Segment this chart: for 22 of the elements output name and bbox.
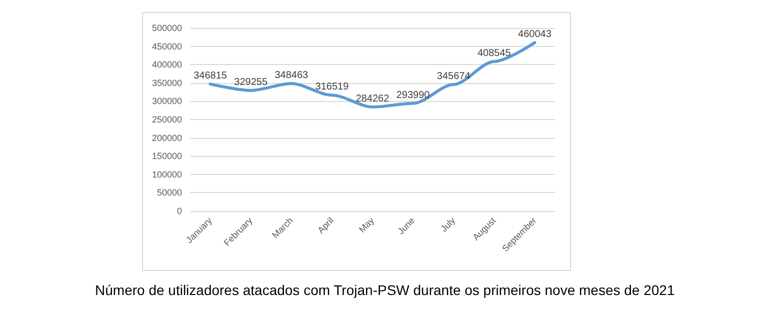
- y-tick-label: 400000: [152, 60, 182, 70]
- x-tick-label: July: [438, 215, 458, 234]
- y-tick-label: 0: [176, 206, 182, 216]
- y-tick-label: 250000: [152, 114, 182, 124]
- y-tick-label: 100000: [152, 169, 182, 180]
- y-tick-label: 50000: [156, 188, 182, 198]
- data-label: 329255: [234, 76, 268, 88]
- y-tick-label: 450000: [152, 41, 182, 52]
- y-tick-label: 350000: [152, 78, 182, 88]
- data-label: 348463: [274, 70, 309, 81]
- y-tick-label: 300000: [152, 96, 182, 106]
- y-tick-label: 200000: [152, 132, 182, 143]
- data-label: 316519: [315, 82, 350, 93]
- y-tick-label: 150000: [152, 151, 182, 162]
- data-label: 293990: [396, 90, 430, 101]
- y-tick-label: 500000: [152, 23, 182, 33]
- data-label: 408545: [477, 48, 512, 59]
- x-tick-label: May: [356, 215, 376, 235]
- data-label: 460043: [518, 29, 552, 40]
- data-label: 346815: [194, 70, 228, 82]
- data-label: 284262: [356, 93, 390, 104]
- text: Número de utilizadores atacados com Trojan-PSW durante os primeiros nove meses de 2021: [95, 282, 675, 298]
